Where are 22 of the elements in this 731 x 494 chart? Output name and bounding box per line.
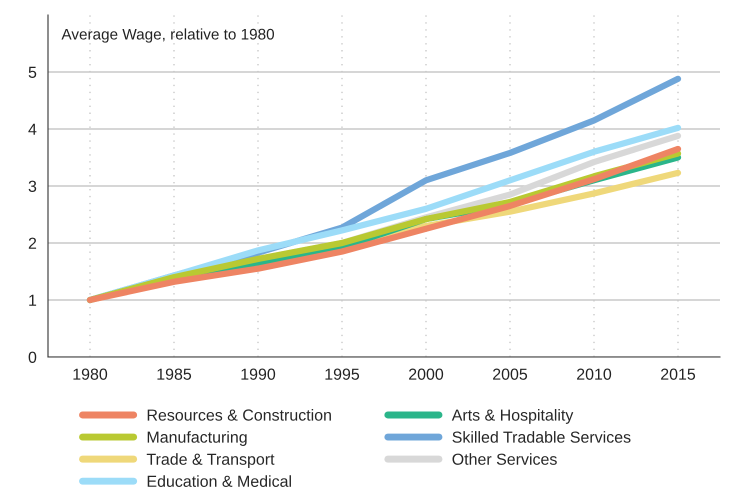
- legend-label: Resources & Construction: [148, 408, 331, 421]
- y-tick-label: 5: [28, 66, 36, 78]
- legend-label: Skilled Tradable Services: [452, 431, 630, 443]
- x-tick-label: 1980: [73, 368, 108, 380]
- x-tick-label: 2015: [661, 368, 696, 380]
- legend-label: Education & Medical: [148, 475, 291, 487]
- y-tick-label: 3: [28, 180, 36, 192]
- legend-label: Manufacturing: [148, 431, 247, 446]
- y-tick-label: 0: [28, 352, 36, 363]
- y-axis-title: Average Wage, relative to 1980: [61, 28, 274, 43]
- y-tick-label: 2: [28, 238, 36, 249]
- x-tick-label: 2005: [493, 368, 528, 380]
- x-tick-label: 2000: [409, 368, 444, 380]
- x-tick-label: 1995: [325, 368, 360, 380]
- y-tick-label: 4: [28, 124, 36, 135]
- x-tick-label: 2010: [577, 368, 612, 380]
- legend-label: Trade & Transport: [146, 453, 274, 468]
- y-tick-label: 1: [29, 294, 36, 306]
- x-tick-label: 1990: [241, 368, 276, 380]
- legend-label: Arts & Hospitality: [452, 408, 574, 424]
- legend-label: Other Services: [452, 453, 557, 465]
- x-tick-label: 1985: [157, 368, 192, 380]
